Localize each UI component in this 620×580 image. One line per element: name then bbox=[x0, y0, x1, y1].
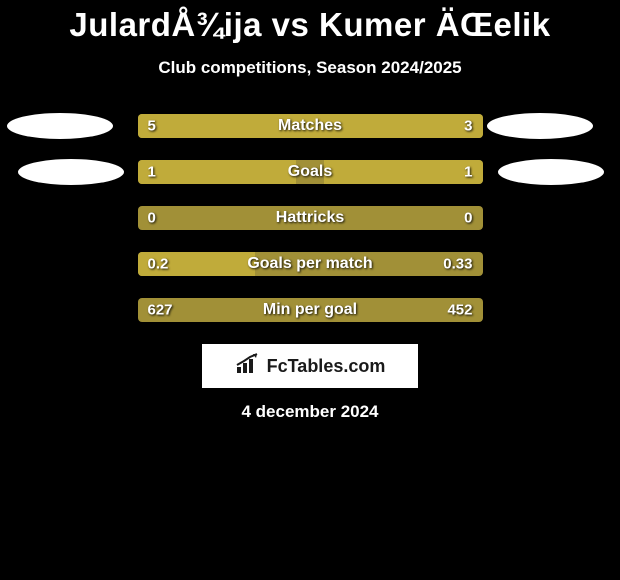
bar-track: 627 452 Min per goal bbox=[138, 298, 483, 322]
page-subtitle: Club competitions, Season 2024/2025 bbox=[0, 58, 620, 78]
bar-right-fill bbox=[351, 114, 482, 138]
bar-value-left: 0.2 bbox=[148, 256, 169, 273]
stat-row: 627 452 Min per goal bbox=[0, 298, 620, 322]
bar-left-fill bbox=[138, 160, 297, 184]
bar-value-right: 0 bbox=[464, 210, 472, 227]
stat-rows: 5 3 Matches 1 1 Goals 0 0 Hattricks 0.2 0.33 Goals … bbox=[0, 114, 620, 322]
stat-row: 0 0 Hattricks bbox=[0, 206, 620, 230]
flank-ellipse-left bbox=[7, 113, 113, 139]
flank-ellipse-left bbox=[18, 159, 124, 185]
chart-icon bbox=[235, 353, 261, 380]
bar-value-right: 1 bbox=[464, 164, 472, 181]
logo-box[interactable]: FcTables.com bbox=[202, 344, 418, 388]
bar-value-right: 3 bbox=[464, 118, 472, 135]
bar-value-right: 0.33 bbox=[443, 256, 472, 273]
stat-row: 1 1 Goals bbox=[0, 160, 620, 184]
bar-value-right: 452 bbox=[447, 302, 472, 319]
bar-track: 5 3 Matches bbox=[138, 114, 483, 138]
bar-value-left: 1 bbox=[148, 164, 156, 181]
bar-right-fill bbox=[324, 160, 483, 184]
footer-date: 4 december 2024 bbox=[0, 402, 620, 422]
logo-text: FcTables.com bbox=[267, 356, 386, 377]
bar-label: Hattricks bbox=[276, 209, 344, 227]
stat-row: 5 3 Matches bbox=[0, 114, 620, 138]
bar-track: 0 0 Hattricks bbox=[138, 206, 483, 230]
bar-track: 0.2 0.33 Goals per match bbox=[138, 252, 483, 276]
bar-value-left: 5 bbox=[148, 118, 156, 135]
page-title: JulardÅ¾ija vs Kumer ÄŒelik bbox=[0, 0, 620, 44]
flank-ellipse-right bbox=[498, 159, 604, 185]
stat-row: 0.2 0.33 Goals per match bbox=[0, 252, 620, 276]
bar-value-left: 627 bbox=[148, 302, 173, 319]
bar-label: Goals bbox=[288, 163, 332, 181]
flank-ellipse-right bbox=[487, 113, 593, 139]
bar-label: Min per goal bbox=[263, 301, 357, 319]
bar-label: Matches bbox=[278, 117, 342, 135]
bar-value-left: 0 bbox=[148, 210, 156, 227]
bar-track: 1 1 Goals bbox=[138, 160, 483, 184]
bar-label: Goals per match bbox=[247, 255, 372, 273]
